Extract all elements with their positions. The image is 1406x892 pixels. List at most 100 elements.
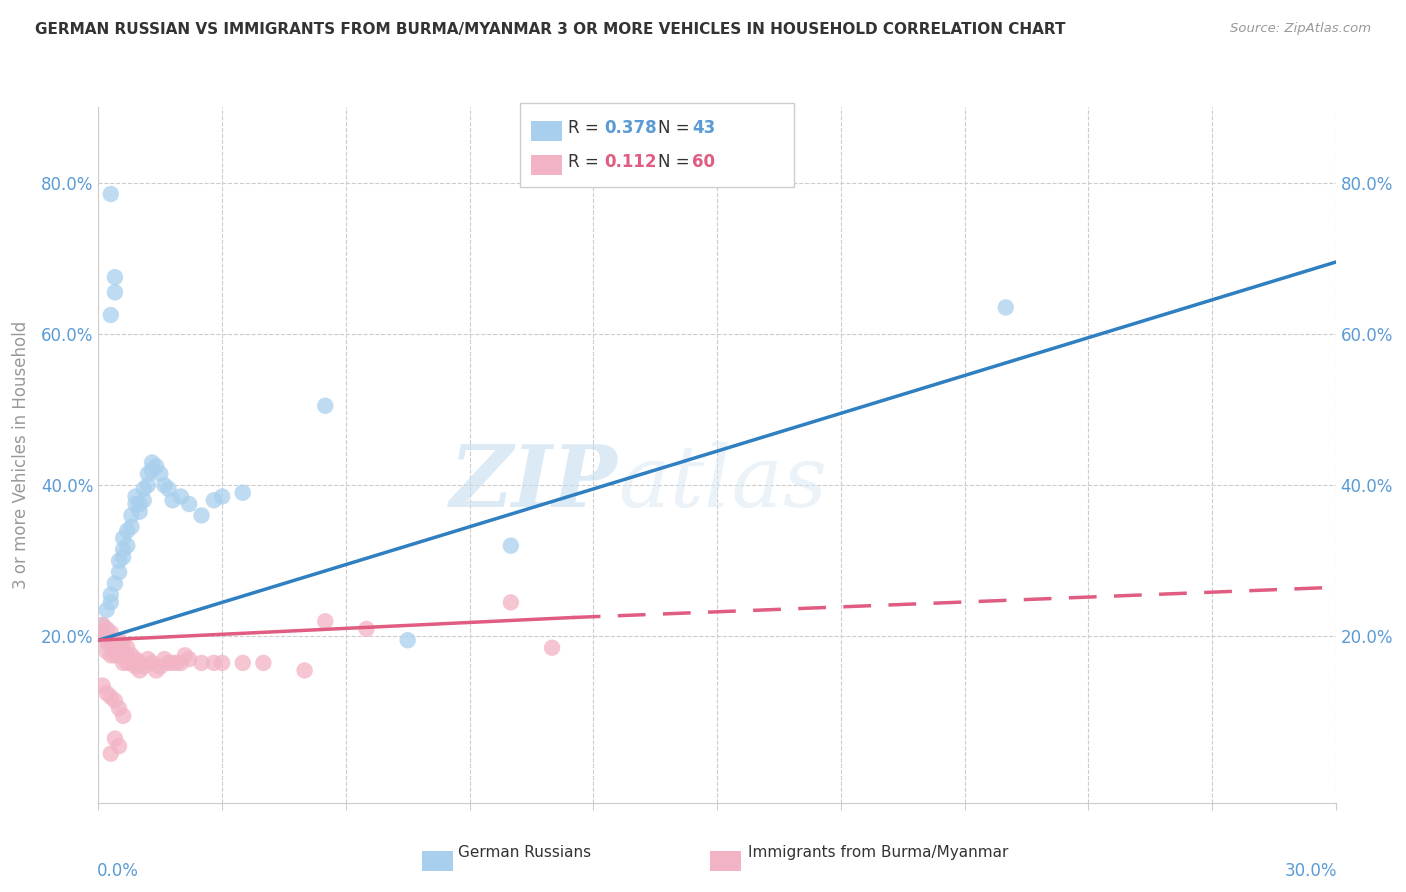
Text: 0.112: 0.112 [605, 153, 657, 171]
Point [100, 633, 122, 648]
Point [314, 615, 336, 629]
Point [108, 554, 131, 568]
Point [166, 656, 188, 670]
Point [136, 652, 159, 666]
Point [132, 493, 155, 508]
Point [100, 625, 122, 640]
Point [994, 301, 1017, 315]
Text: R =: R = [568, 120, 605, 137]
Point [128, 505, 150, 519]
Point [132, 482, 155, 496]
Point [100, 690, 122, 704]
Point [91, 633, 114, 648]
Point [112, 637, 135, 651]
Point [100, 648, 122, 663]
Point [211, 656, 233, 670]
Point [124, 659, 146, 673]
Point [100, 747, 122, 761]
Point [108, 701, 131, 715]
Point [128, 664, 150, 678]
Point [100, 308, 122, 322]
Point [104, 694, 127, 708]
Point [499, 539, 522, 553]
Point [104, 270, 127, 285]
Text: 0.378: 0.378 [605, 120, 657, 137]
Text: N =: N = [658, 120, 695, 137]
Point [145, 459, 167, 474]
Point [104, 648, 127, 663]
Point [104, 633, 127, 648]
Point [96, 686, 118, 700]
Point [541, 640, 564, 655]
Point [112, 644, 135, 658]
Text: N =: N = [658, 153, 695, 171]
Point [162, 656, 184, 670]
Point [96, 603, 118, 617]
Point [141, 463, 163, 477]
Text: ZIP: ZIP [450, 441, 619, 524]
Point [132, 659, 155, 673]
Text: atlas: atlas [619, 442, 827, 524]
Point [128, 497, 150, 511]
Point [117, 539, 139, 553]
Point [190, 656, 212, 670]
Point [91, 679, 114, 693]
Point [108, 648, 131, 663]
Point [174, 648, 197, 663]
Point [104, 285, 127, 300]
Text: Source: ZipAtlas.com: Source: ZipAtlas.com [1230, 22, 1371, 36]
Point [91, 625, 114, 640]
Y-axis label: 3 or more Vehicles in Household: 3 or more Vehicles in Household [11, 321, 30, 589]
Point [112, 708, 135, 723]
Point [149, 467, 172, 481]
Point [112, 656, 135, 670]
Point [396, 633, 419, 648]
Text: GERMAN RUSSIAN VS IMMIGRANTS FROM BURMA/MYANMAR 3 OR MORE VEHICLES IN HOUSEHOLD : GERMAN RUSSIAN VS IMMIGRANTS FROM BURMA/… [35, 22, 1066, 37]
Point [141, 656, 163, 670]
Point [157, 482, 180, 496]
Point [124, 490, 146, 504]
Point [179, 497, 201, 511]
Point [190, 508, 212, 523]
Point [499, 595, 522, 609]
Point [153, 652, 176, 666]
Point [112, 549, 135, 564]
Point [112, 542, 135, 557]
Point [120, 648, 142, 663]
Point [117, 524, 139, 538]
Point [232, 485, 254, 500]
Point [104, 576, 127, 591]
Point [100, 588, 122, 602]
Point [108, 739, 131, 753]
Point [120, 508, 142, 523]
Point [232, 656, 254, 670]
Text: German Russians: German Russians [458, 846, 592, 860]
Point [100, 640, 122, 655]
Text: 43: 43 [692, 120, 716, 137]
Point [112, 531, 135, 545]
Point [202, 656, 225, 670]
Point [162, 493, 184, 508]
Point [211, 490, 233, 504]
Point [136, 478, 159, 492]
Point [108, 565, 131, 579]
Point [128, 656, 150, 670]
Point [202, 493, 225, 508]
Point [149, 659, 172, 673]
Point [96, 622, 118, 636]
Point [117, 656, 139, 670]
Point [136, 467, 159, 481]
Point [356, 622, 378, 636]
Point [117, 648, 139, 663]
Point [96, 644, 118, 658]
Point [170, 490, 193, 504]
Point [104, 731, 127, 746]
Point [117, 640, 139, 655]
Point [141, 455, 163, 469]
Point [91, 618, 114, 632]
Point [100, 187, 122, 202]
Text: 0.0%: 0.0% [97, 862, 139, 880]
Point [120, 520, 142, 534]
Point [294, 664, 316, 678]
Text: 60: 60 [692, 153, 714, 171]
